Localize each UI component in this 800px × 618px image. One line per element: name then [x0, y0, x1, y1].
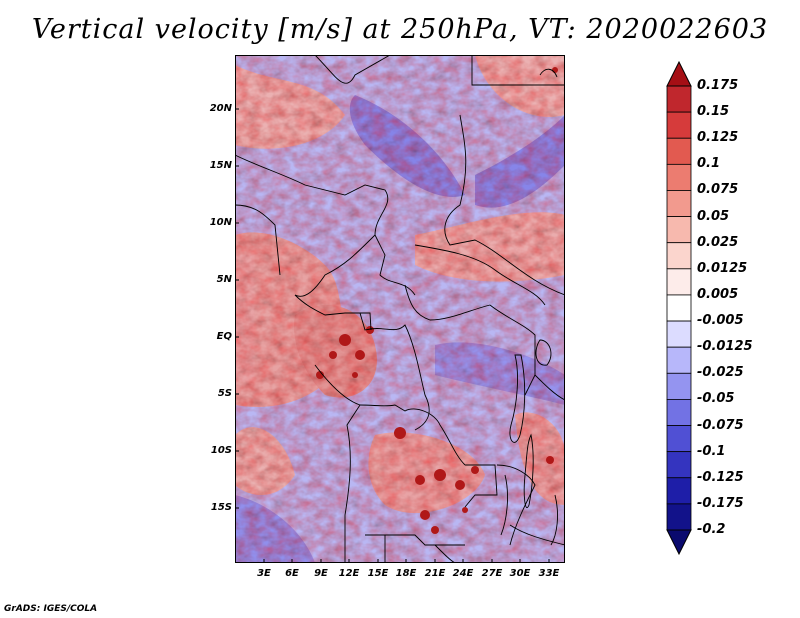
lon-label-15e: 15E	[367, 568, 389, 579]
lon-label-21e: 21E	[424, 568, 446, 579]
colorbar-cell	[666, 346, 692, 374]
colorbar-label: 0.175	[697, 78, 739, 93]
colorbar-label: -0.2	[697, 522, 726, 537]
colorbar-cell	[666, 137, 692, 165]
colorbar-label: -0.1	[697, 443, 726, 459]
colorbar-label: 0.0125	[697, 260, 748, 276]
lat-label-15n: 15N	[209, 160, 232, 171]
lat-label-10n: 10N	[209, 217, 232, 228]
colorbar-cell	[666, 242, 692, 270]
colorbar-cell	[666, 216, 692, 244]
colorbar-cell	[666, 372, 692, 400]
map-frame	[235, 55, 565, 563]
colorbar-label: 0.1	[697, 156, 721, 172]
lat-label-5n: 5N	[216, 274, 232, 285]
colorbar-cell	[666, 425, 692, 453]
colorbar-label: 0.125	[697, 130, 739, 146]
colorbar-label: 0.005	[697, 286, 739, 302]
colorbar-label: 0.15	[697, 104, 730, 120]
colorbar-label: -0.025	[697, 365, 744, 381]
colorbar-label: -0.075	[697, 417, 744, 433]
lat-label-eq: EQ	[216, 331, 232, 342]
lon-label-3e: 3E	[257, 568, 271, 579]
lon-label-12e: 12E	[338, 568, 360, 579]
lat-label-5s: 5S	[217, 388, 232, 399]
noise-texture	[235, 55, 565, 563]
colorbar-cell	[666, 111, 692, 139]
axis-ticks	[235, 108, 550, 563]
lat-label-15s: 15S	[210, 502, 232, 513]
colorbar-cell	[666, 190, 692, 217]
colorbar-cell	[666, 399, 692, 426]
colorbar-label: 0.075	[697, 182, 739, 198]
lon-label-6e: 6E	[285, 568, 299, 579]
colorbar-label: -0.005	[697, 313, 744, 329]
colorbar-label: -0.175	[697, 495, 744, 511]
colorbar-cell	[666, 85, 692, 113]
colorbar-label: -0.0125	[697, 339, 753, 355]
colorbar-label: -0.05	[697, 391, 735, 407]
colorbar-cell	[666, 451, 692, 479]
lon-label-27e: 27E	[481, 568, 503, 579]
colorbar-cell	[666, 477, 692, 505]
colorbar-label: -0.125	[697, 469, 744, 485]
colorbar-cell	[666, 503, 692, 531]
lon-label-33e: 33E	[538, 568, 560, 579]
colorbar	[666, 60, 692, 556]
lakes-coast	[500, 68, 558, 546]
colorbar-label: 0.05	[697, 208, 730, 224]
colorbar-cell	[666, 163, 692, 191]
colorbar-label: 0.025	[697, 234, 739, 250]
lat-label-20n: 20N	[209, 103, 232, 114]
lon-label-24e: 24E	[452, 568, 474, 579]
colorbar-cell	[666, 294, 692, 322]
colorbar-cell	[666, 320, 692, 348]
lon-label-30e: 30E	[509, 568, 531, 579]
convective-cores	[316, 67, 558, 534]
velocity-map	[235, 55, 565, 563]
colorbar-top-arrow	[666, 60, 692, 87]
colorbar-bottom-arrow	[666, 529, 692, 556]
plot-title: Vertical velocity [m/s] at 250hPa, VT: 2…	[31, 14, 769, 45]
lon-label-18e: 18E	[395, 568, 417, 579]
colorbar-cell	[666, 268, 692, 296]
lat-label-10s: 10S	[210, 445, 232, 456]
footer-credit: GrADS: IGES/COLA	[4, 604, 98, 614]
lon-label-9e: 9E	[314, 568, 328, 579]
country-borders	[235, 55, 565, 563]
